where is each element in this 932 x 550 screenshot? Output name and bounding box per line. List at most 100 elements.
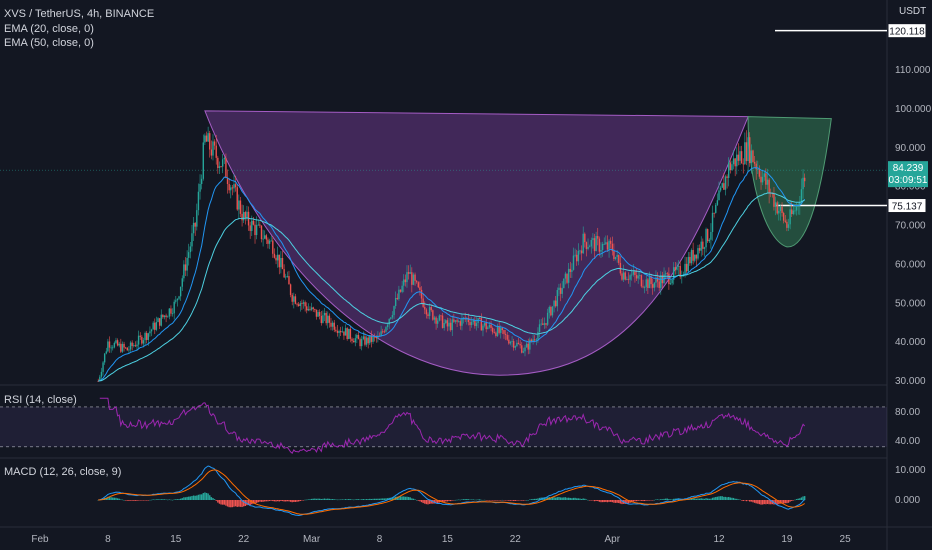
macd-histogram-bar [225, 500, 227, 506]
macd-histogram-bar [799, 498, 801, 500]
macd-histogram-bar [574, 497, 576, 500]
symbol-title[interactable]: XVS / TetherUS, 4h, BINANCE [4, 8, 155, 20]
macd-histogram-bar [561, 497, 563, 500]
candle-body [409, 272, 411, 274]
macd-histogram-bar [566, 497, 568, 500]
candle-body [446, 320, 449, 327]
candle-body [121, 343, 124, 352]
macd-histogram-bar [525, 499, 528, 501]
macd-histogram-bar [427, 500, 429, 505]
macd-histogram-bar [637, 500, 639, 501]
candle-body [226, 177, 229, 185]
candle-body [304, 302, 306, 307]
candle-body [768, 179, 770, 193]
candle-body [411, 272, 413, 285]
candle-body [307, 308, 310, 311]
price-axis[interactable]: 110.000100.00090.00080.00070.00060.00050… [895, 65, 932, 387]
cup-pattern[interactable] [204, 110, 749, 376]
candle-body [734, 158, 736, 167]
macd-histogram-bar [409, 497, 411, 500]
macd-histogram-bar [618, 500, 620, 504]
macd-histogram-bar [116, 498, 119, 500]
candle-body [509, 341, 512, 344]
candle-body [781, 206, 783, 213]
ema50-legend[interactable]: EMA (50, close, 0) [4, 37, 94, 49]
candle-body [336, 330, 339, 333]
candle-body [705, 229, 707, 248]
macd-histogram-bar [475, 499, 478, 501]
rsi-legend[interactable]: RSI (14, close) [4, 394, 77, 406]
macd-histogram-bar [276, 500, 279, 502]
candle-body [747, 137, 749, 162]
candle-body [230, 187, 232, 191]
candle-body [618, 255, 620, 263]
macd-histogram-bar [221, 500, 224, 505]
candle-body [197, 191, 200, 211]
candle-body [742, 163, 744, 165]
macd-histogram-bar [774, 500, 777, 505]
macd-histogram-bar [663, 498, 665, 500]
macd-histogram-bar [213, 499, 216, 500]
macd-histogram-bar [223, 500, 225, 505]
price-tick-label: 100.000 [895, 104, 932, 115]
macd-histogram-bar [556, 497, 559, 500]
svg-text:120.118: 120.118 [889, 27, 925, 38]
macd-histogram-bar [761, 500, 764, 505]
macd-histogram-bar [399, 496, 402, 500]
candle-body [338, 331, 340, 333]
candle-body [648, 276, 651, 289]
candle-body [433, 317, 436, 320]
candle-body [404, 279, 407, 283]
macd-histogram-bar [299, 500, 301, 502]
macd-histogram-bar [443, 500, 445, 502]
ema20-legend[interactable]: EMA (20, close, 0) [4, 23, 94, 35]
macd-histogram-bar [302, 500, 305, 501]
macd-histogram-bar [320, 499, 322, 500]
currency-label: USDT [899, 6, 927, 17]
candle-body [639, 275, 641, 277]
macd-histogram-bar [115, 497, 117, 500]
candle-body [293, 296, 295, 302]
candle-body [425, 309, 428, 315]
macd-line [98, 465, 806, 517]
handle-pattern[interactable] [747, 116, 832, 248]
time-tick-label: 15 [442, 534, 454, 545]
candle-body [440, 315, 442, 317]
macd-histogram-bar [771, 500, 774, 505]
macd-histogram-bar [671, 499, 673, 500]
macd-histogram-bar [579, 498, 581, 500]
candle-body [365, 337, 368, 345]
candle-body [546, 312, 549, 325]
macd-legend[interactable]: MACD (12, 26, close, 9) [4, 466, 122, 478]
macd-histogram-bar [141, 500, 143, 501]
macd-histogram-bar [136, 500, 138, 501]
macd-histogram-bar [283, 500, 285, 502]
macd-histogram-bar [731, 497, 733, 500]
macd-histogram-bar [330, 499, 332, 500]
candle-body [655, 277, 657, 283]
candle-body [108, 341, 111, 348]
candle-body [204, 135, 206, 143]
macd-histogram-bar [477, 499, 479, 500]
macd-histogram-bar [747, 500, 749, 501]
candle-body [419, 287, 421, 290]
candle-body [640, 275, 643, 287]
candle-body [428, 307, 431, 316]
candle-body [519, 344, 521, 346]
macd-histogram-bar [270, 500, 272, 501]
candle-body [521, 345, 523, 353]
macd-histogram-bar [673, 498, 675, 500]
macd-histogram-bar [781, 500, 783, 504]
candle-body [391, 315, 394, 318]
macd-histogram-bar [784, 500, 786, 504]
macd-histogram-bar [238, 500, 240, 507]
candle-body [228, 184, 230, 191]
macd-histogram-bar [587, 499, 589, 501]
time-axis[interactable]: Feb 8 15 22 Mar 8 15 22 Apr 12 19 25 [31, 534, 851, 545]
candle-body [260, 225, 263, 240]
macd-histogram-bar [765, 500, 767, 505]
macd-histogram-bar [108, 496, 111, 500]
macd-histogram-bar [204, 492, 206, 500]
macd-histogram-bar [422, 500, 424, 504]
